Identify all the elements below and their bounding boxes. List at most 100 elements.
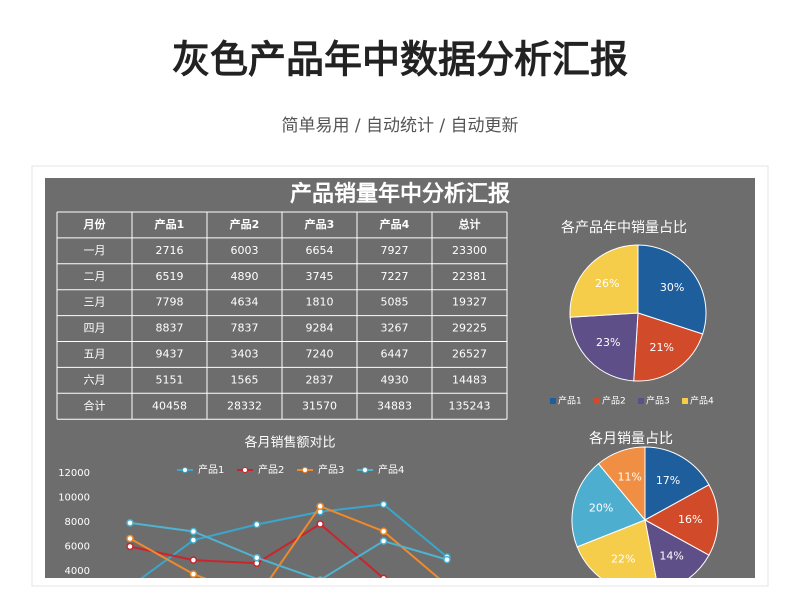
table-cell: 4930	[381, 373, 409, 386]
legend-label: 产品2	[602, 395, 626, 407]
pie-label: 14%	[659, 550, 683, 563]
series-marker	[379, 500, 388, 509]
legend-label: 产品3	[646, 395, 670, 407]
pie-label: 20%	[589, 502, 613, 515]
legend-label: 产品3	[318, 463, 344, 476]
series-marker	[379, 537, 388, 545]
table-cell: 7227	[381, 270, 409, 283]
table-cell: 9437	[156, 347, 184, 360]
legend-marker	[302, 467, 308, 473]
page-subtitle: 简单易用 / 自动统计 / 自动更新	[281, 116, 518, 136]
pie-label: 22%	[611, 553, 635, 566]
page-title: 灰色产品年中数据分析汇报	[172, 38, 628, 82]
series-marker	[253, 553, 261, 562]
table-cell: 14483	[452, 373, 487, 386]
table-cell: 26527	[452, 347, 487, 360]
series-marker	[189, 536, 198, 544]
table-cell: 31570	[302, 399, 337, 412]
table-cell: 7798	[156, 296, 184, 309]
pie-label: 30%	[660, 281, 684, 294]
table-cell: 9284	[306, 322, 334, 335]
series-line	[129, 522, 386, 578]
series-marker	[253, 520, 261, 529]
pie-slice	[569, 312, 639, 382]
series-marker	[379, 527, 388, 536]
chart-title: 各月销售额对比	[244, 435, 335, 451]
table-cell: 3403	[231, 347, 259, 360]
table-cell: 1565	[231, 373, 259, 386]
table-cell: 6447	[381, 347, 409, 360]
y-tick-label: 10000	[58, 493, 90, 504]
table-cell: 六月	[84, 373, 106, 386]
table-header: 总计	[459, 217, 481, 231]
sheet-title: 产品销量年中分析汇报	[290, 181, 510, 207]
table-header: 月份	[83, 217, 107, 231]
legend-swatch	[682, 398, 688, 404]
table-cell: 19327	[452, 296, 487, 309]
table-cell: 2837	[306, 373, 334, 386]
table-cell: 7927	[381, 244, 409, 257]
table-header: 产品2	[230, 217, 260, 231]
table-cell: 23300	[452, 244, 487, 257]
table-cell: 7837	[231, 322, 259, 335]
y-tick-label: 6000	[65, 542, 90, 553]
table-cell: 7240	[306, 347, 334, 360]
pie-slice	[643, 484, 719, 556]
legend-label: 产品1	[558, 395, 582, 407]
series-marker	[189, 556, 198, 564]
table-cell: 6003	[231, 244, 259, 257]
y-tick-label: 8000	[65, 517, 90, 528]
series-marker	[444, 598, 450, 604]
pie-label: 11%	[617, 470, 641, 483]
table-cell: 4890	[231, 270, 259, 283]
table-cell: 2716	[156, 244, 184, 257]
series-marker	[254, 595, 260, 601]
pie-label: 16%	[678, 513, 702, 526]
pie-slice	[576, 519, 657, 578]
table-cell: 28332	[227, 399, 262, 412]
legend-swatch	[638, 398, 644, 404]
y-tick-label: 4000	[65, 566, 90, 577]
legend-label: 产品4	[690, 395, 714, 407]
table-cell: 5151	[156, 373, 184, 386]
table-cell: 二月	[84, 270, 106, 283]
pie-slice	[633, 312, 704, 382]
table-cell: 6654	[306, 244, 334, 257]
table-cell: 三月	[84, 296, 106, 309]
legend-marker	[182, 467, 188, 473]
table-header: 产品4	[380, 217, 410, 231]
legend-swatch	[550, 398, 556, 404]
pie-slice	[637, 244, 707, 335]
series-marker	[189, 527, 198, 536]
pie-slice	[597, 446, 646, 522]
table-header: 产品1	[155, 217, 185, 231]
table-cell: 40458	[152, 399, 187, 412]
table-cell: 四月	[84, 322, 106, 335]
table-cell: 29225	[452, 322, 487, 335]
table-cell: 5085	[381, 296, 409, 309]
series-marker	[126, 542, 134, 551]
chart-title: 各月销量占比	[589, 431, 673, 447]
series-line	[129, 521, 448, 578]
table-cell: 135243	[449, 399, 491, 412]
pie-slice	[571, 463, 646, 548]
table-cell: 3267	[381, 322, 409, 335]
table-cell: 6519	[156, 270, 184, 283]
table-cell: 4634	[231, 296, 259, 309]
table-cell: 一月	[84, 244, 106, 257]
pie-slice	[644, 519, 710, 578]
series-marker	[317, 576, 324, 578]
table-cell: 合计	[84, 398, 106, 412]
series-marker	[443, 555, 451, 564]
chart-title: 各产品年中销量占比	[561, 220, 687, 236]
pie-label: 26%	[595, 277, 619, 290]
table-cell: 22381	[452, 270, 487, 283]
series-marker	[126, 534, 134, 543]
series-marker	[316, 520, 324, 528]
series-marker	[189, 570, 198, 578]
table-header: 产品3	[305, 217, 335, 231]
legend-swatch	[594, 398, 600, 404]
legend-label: 产品2	[258, 463, 284, 476]
series-line	[140, 503, 448, 578]
pie-slice	[569, 244, 639, 318]
